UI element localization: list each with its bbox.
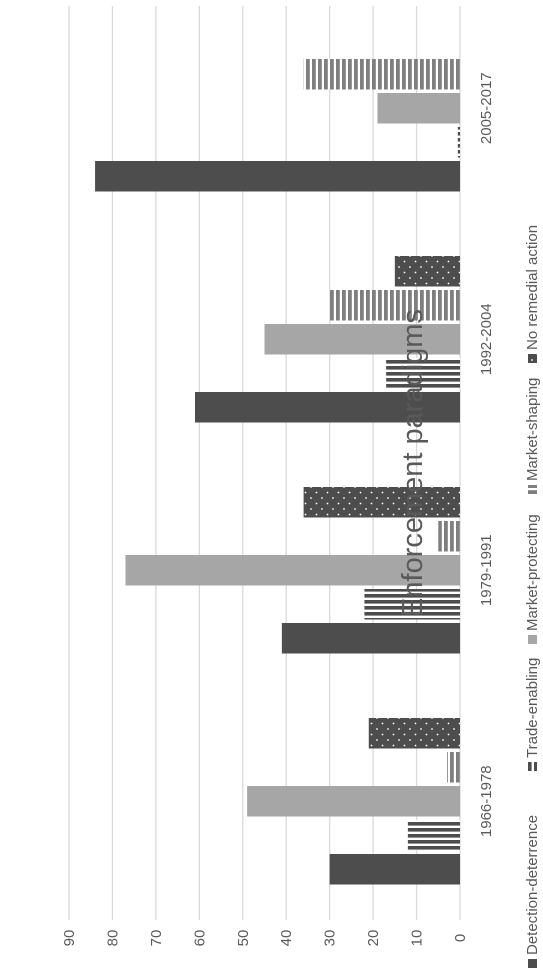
bar-detection-deterrence-1966-1978 [329, 854, 460, 885]
bar-detection-deterrence-1979-1991 [281, 623, 460, 654]
legend-swatch-no-remedial-action [528, 354, 537, 363]
bar-market-protecting-1979-1991 [125, 555, 460, 586]
bar-market-shaping-2005-2017 [303, 59, 460, 90]
legend-swatch-market-protecting [528, 635, 537, 644]
legend-swatch-market-shaping [528, 485, 537, 494]
legend: Detection-deterrence Trade-enabling Market… [524, 225, 541, 968]
bar-no-remedial-action-1992-2004 [394, 256, 460, 287]
y-tick-label-90: 90 [61, 930, 78, 947]
bar-detection-deterrence-1992-2004 [194, 392, 460, 423]
gridlines [68, 6, 461, 920]
y-tick-label-0: 0 [452, 934, 469, 942]
bar-market-shaping-1966-1978 [446, 752, 460, 783]
y-tick-label-10: 10 [409, 930, 426, 947]
category-label-1966-1978: 1966-1978 [478, 765, 495, 837]
category-label-1992-2004: 1992-2004 [478, 303, 495, 375]
legend-swatch-trade-enabling [528, 762, 537, 771]
legend-swatch-detection-deterrence [528, 959, 537, 968]
legend-label-no-remedial-action: No remedial action [524, 225, 541, 350]
bar-market-protecting-1966-1978 [247, 786, 460, 817]
y-tick-label-20: 20 [365, 930, 382, 947]
bars [95, 59, 461, 885]
y-tick-label-60: 60 [191, 930, 208, 947]
y-tick-label-40: 40 [278, 930, 295, 947]
legend-label-detection-deterrence: Detection-deterrence [524, 815, 541, 955]
bar-trade-enabling-2005-2017 [457, 127, 460, 158]
bar-trade-enabling-1979-1991 [364, 589, 460, 620]
y-tick-label-70: 70 [148, 930, 165, 947]
bar-trade-enabling-1966-1978 [407, 820, 460, 851]
category-label-2005-2017: 2005-2017 [478, 72, 495, 144]
y-tick-label-80: 80 [104, 930, 121, 947]
bar-market-protecting-1992-2004 [264, 324, 460, 355]
value-axis-ticks: 0 10 20 30 40 50 60 70 80 90 [61, 930, 469, 947]
bar-market-protecting-2005-2017 [377, 93, 460, 124]
legend-group: Detection-deterrence Trade-enabling Market… [524, 225, 541, 968]
chart-title: Enforcement paradigms [397, 309, 429, 617]
legend-label-market-shaping: Market-shaping [524, 378, 541, 481]
bar-detection-deterrence-2005-2017 [95, 161, 461, 192]
bar-trade-enabling-1992-2004 [386, 358, 460, 389]
y-tick-label-30: 30 [322, 930, 339, 947]
legend-label-trade-enabling: Trade-enabling [524, 658, 541, 758]
bar-market-shaping-1992-2004 [329, 290, 460, 321]
legend-label-market-protecting: Market-protecting [524, 514, 541, 631]
category-label-1979-1991: 1979-1991 [478, 534, 495, 606]
bar-no-remedial-action-1966-1978 [368, 718, 460, 749]
bar-market-shaping-1979-1991 [438, 521, 460, 552]
y-tick-label-50: 50 [235, 930, 252, 947]
bar-no-remedial-action-1979-1991 [303, 487, 460, 518]
category-labels: 1966-1978 1979-1991 1992-2004 2005-2017 [478, 72, 495, 837]
